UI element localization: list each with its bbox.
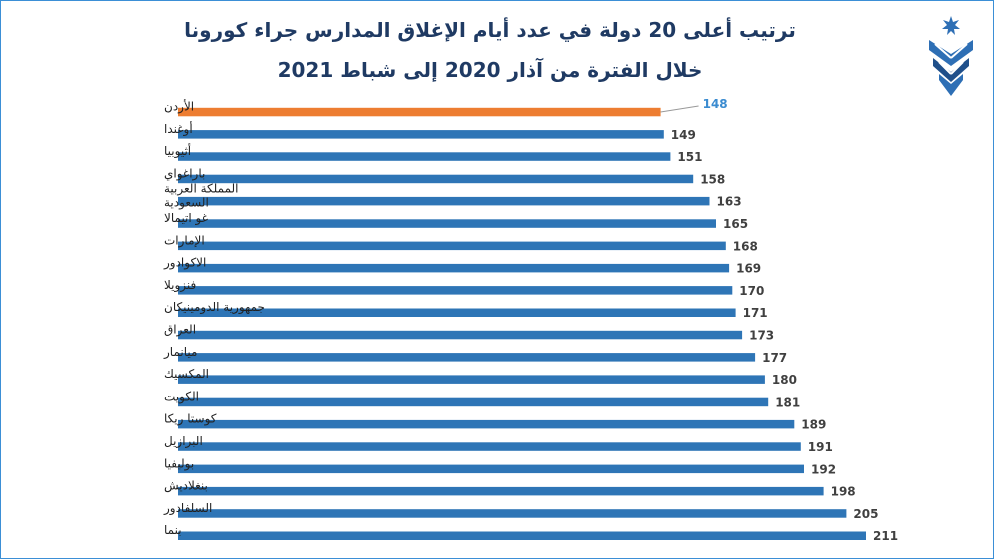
chart-title: ترتيب أعلى 20 دولة في عدد أيام الإغلاق ا… xyxy=(184,18,796,42)
bar xyxy=(178,442,801,451)
category-label: بنما xyxy=(164,523,182,537)
data-label: 158 xyxy=(700,172,725,186)
data-label: 151 xyxy=(677,150,702,164)
data-label: 173 xyxy=(749,329,774,343)
category-label: الأردن xyxy=(164,99,194,115)
data-label: 191 xyxy=(808,440,833,454)
category-label: المملكة العربية xyxy=(164,182,239,197)
bar xyxy=(178,353,756,362)
bar xyxy=(178,308,736,317)
category-label: فنزويلا xyxy=(164,278,196,293)
category-label: العراق xyxy=(164,323,196,338)
bar xyxy=(178,330,743,340)
bar xyxy=(178,174,694,184)
category-label: الإمارات xyxy=(164,233,205,248)
data-label: 192 xyxy=(811,462,836,476)
category-label: البرازيل xyxy=(164,434,203,449)
bar xyxy=(178,241,726,251)
category-label: كوستا ريكا xyxy=(164,412,217,427)
data-label: 171 xyxy=(743,306,768,320)
bar xyxy=(178,130,664,139)
category-label: باراغواي xyxy=(164,166,205,181)
category-label: غو اتيمالا xyxy=(164,211,208,226)
bar xyxy=(178,486,824,496)
bar xyxy=(178,263,730,273)
chart-subtitle: خلال الفترة من آذار 2020 إلى شباط 2021 xyxy=(277,58,703,82)
data-label: 168 xyxy=(733,239,758,253)
star-emblem-logo-icon xyxy=(929,16,973,96)
category-label: ميانمار xyxy=(163,345,197,360)
category-label: بنغلاديش xyxy=(164,479,208,494)
bar xyxy=(178,375,765,384)
bar xyxy=(178,152,671,161)
data-label: 165 xyxy=(723,217,748,231)
data-label: 205 xyxy=(853,507,878,521)
bar xyxy=(178,531,866,540)
data-label: 198 xyxy=(831,485,856,499)
data-label: 169 xyxy=(736,262,761,276)
data-label: 180 xyxy=(772,373,797,387)
bar xyxy=(178,196,710,206)
data-label: 149 xyxy=(671,128,696,142)
bar xyxy=(178,464,804,474)
bar xyxy=(178,219,716,228)
category-label: السلفادور xyxy=(163,501,212,516)
bar xyxy=(178,419,795,429)
data-label: 177 xyxy=(762,351,787,365)
bar xyxy=(178,286,733,295)
category-label: أوغندا xyxy=(164,121,193,137)
category-label: بوليفيا xyxy=(164,456,194,471)
category-label: الاكوادور xyxy=(163,256,206,271)
leader-line xyxy=(660,105,699,113)
data-label: 189 xyxy=(801,418,826,432)
bar xyxy=(178,397,769,407)
bar-highlight xyxy=(178,107,661,117)
category-label: الكويت xyxy=(164,389,199,404)
category-label: أثيوبيا xyxy=(164,143,191,159)
data-label: 170 xyxy=(739,284,764,298)
data-label: 211 xyxy=(873,529,898,543)
bar xyxy=(178,509,847,518)
category-label: السعودية xyxy=(164,196,209,211)
data-label: 148 xyxy=(703,97,728,111)
data-label: 163 xyxy=(717,195,742,209)
category-label: المكسيك xyxy=(164,367,209,381)
category-label: جمهورية الدومينيكان xyxy=(164,300,265,315)
data-label: 181 xyxy=(775,395,800,409)
